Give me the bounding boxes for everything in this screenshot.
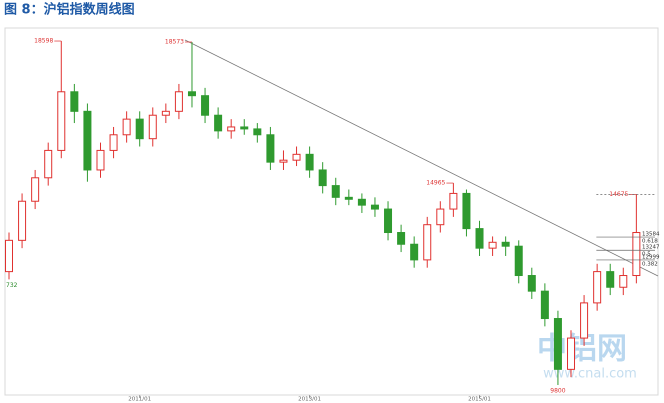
- candle-body: [501, 241, 510, 247]
- candle-body: [214, 114, 223, 132]
- candle-body: [292, 153, 301, 161]
- fib-level-ratio: 0.382: [642, 261, 658, 267]
- candle-body: [266, 134, 275, 163]
- candle-body: [253, 128, 262, 136]
- candle-body: [174, 91, 183, 112]
- candle-body: [580, 302, 589, 339]
- fib-level-value: 12999: [642, 254, 660, 260]
- high-label: 18573: [165, 39, 184, 46]
- chart-title: 图 8：沪铝指数周线图: [4, 2, 135, 18]
- x-tick-label: 2015/01: [468, 397, 491, 403]
- candle-body: [384, 208, 393, 234]
- fib-level-value: 13584: [642, 232, 660, 238]
- candle-body: [122, 118, 131, 136]
- candle-body: [606, 271, 615, 288]
- candle-body: [44, 149, 53, 179]
- candle-body: [305, 153, 314, 171]
- candle-body: [397, 232, 406, 245]
- candle-body: [436, 208, 445, 226]
- fib-level-ratio: 0.618: [642, 239, 658, 245]
- fib-level-value: 13247: [642, 245, 660, 251]
- candle-body: [318, 169, 327, 187]
- candle-body: [5, 239, 13, 273]
- candle-body: [370, 204, 379, 210]
- candle-body: [462, 192, 471, 230]
- candle-body: [109, 134, 118, 151]
- candle-body: [553, 318, 562, 370]
- fib-level-ratio: 0.5: [642, 252, 651, 258]
- candle-body: [488, 241, 497, 249]
- high-label: 14675: [609, 191, 628, 198]
- start-label: 732: [6, 282, 18, 289]
- high-label: 18598: [34, 38, 53, 45]
- candle-body: [449, 192, 458, 210]
- candle-body: [96, 149, 105, 171]
- watermark-url: www.cnal.com: [543, 367, 637, 382]
- candle-body: [514, 245, 523, 277]
- plot-frame: [4, 27, 659, 396]
- candle-body: [148, 114, 157, 140]
- candle-body: [527, 275, 536, 292]
- candle-body: [475, 228, 484, 249]
- candle-body: [83, 110, 92, 171]
- candle-body: [57, 91, 66, 151]
- candle-body: [567, 337, 576, 370]
- candle-body: [70, 91, 79, 112]
- candle-body: [135, 118, 144, 140]
- candle-body: [18, 200, 27, 241]
- candle-body: [593, 271, 602, 304]
- high-label: 14965: [426, 180, 445, 187]
- x-tick-label: 2011/01: [128, 397, 151, 403]
- candle-body: [410, 243, 419, 261]
- candle-body: [331, 185, 340, 198]
- candle-body: [540, 290, 549, 320]
- candle-body: [619, 275, 628, 288]
- candle-body: [227, 126, 236, 132]
- candle-body: [240, 126, 249, 130]
- candle-body: [357, 198, 366, 206]
- x-tick-label: 2013/01: [298, 397, 321, 403]
- candle-body: [201, 95, 210, 116]
- candle-body: [632, 232, 641, 277]
- candle-body: [161, 110, 170, 116]
- low-label: 9800: [550, 387, 565, 394]
- candle-body: [187, 91, 196, 97]
- candle-body: [279, 159, 288, 163]
- candle-body: [423, 224, 432, 261]
- candle-body: [31, 177, 40, 202]
- candle-body: [344, 196, 353, 200]
- trend-line: [184, 39, 659, 277]
